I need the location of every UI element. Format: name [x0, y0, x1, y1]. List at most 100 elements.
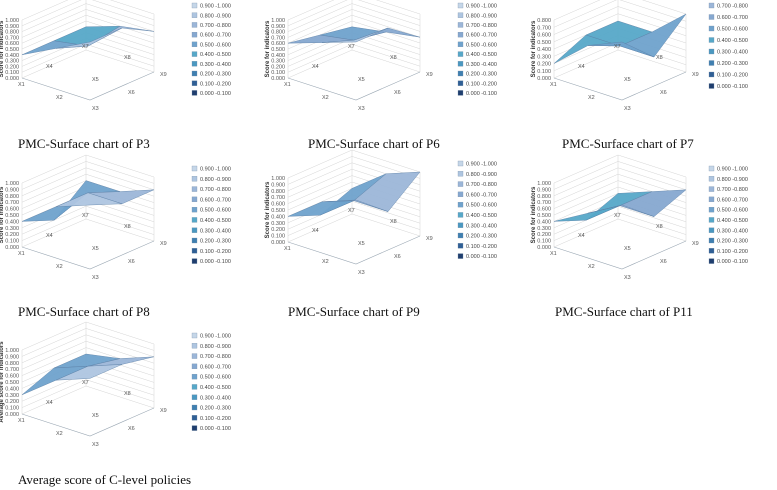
y-tick-label: 0.000: [537, 245, 551, 251]
axis-labels: X1 X2 X3 X4 X5 X6 X7 X8 X9: [18, 213, 167, 281]
surface-chart-average: 0.000 0.100 0.200 0.300 0.400 0.500 0.600 0.700…: [0, 321, 260, 448]
axis-label: X6: [128, 90, 135, 96]
y-tick-label: 0.600: [271, 41, 285, 47]
y-tick-label: 0.300: [537, 226, 551, 232]
axis-labels: X1 X2 X3 X4 X5 X6 X7 X8 X9: [284, 208, 433, 276]
legend-label: 0.700 -0.800: [717, 4, 748, 10]
legend-label: 0.800 -0.900: [466, 172, 497, 178]
caption-p9: PMC-Surface chart of P9: [288, 304, 420, 319]
legend-label: 0.800 -0.900: [200, 177, 231, 183]
legend-swatch: [191, 61, 198, 67]
legend-label: 0.400 -0.500: [200, 52, 231, 58]
legend-label: 0.100 -0.200: [717, 249, 748, 255]
y-tick-label: 0.300: [271, 59, 285, 65]
legend-swatch: [457, 90, 464, 96]
legend-swatch: [191, 425, 198, 431]
y-tick-label: 0.200: [537, 62, 551, 68]
legend-swatch: [191, 394, 198, 400]
axis-label: X2: [588, 264, 595, 270]
y-tick-label: 0.200: [5, 232, 19, 238]
legend-swatch: [191, 80, 198, 86]
axis-label: X9: [692, 72, 699, 78]
legend-label: 0.300 -0.400: [200, 395, 231, 401]
axis-label: X2: [56, 431, 63, 437]
legend-label: 0.000 -0.100: [466, 254, 497, 260]
legend-label: 0.600 -0.700: [200, 197, 231, 203]
legend-label: 0.400 -0.500: [200, 218, 231, 224]
legend-label: 0.100 -0.200: [466, 81, 497, 87]
gridline: [553, 161, 687, 190]
legend-swatch: [191, 237, 198, 244]
legend-label: 0.300 -0.400: [466, 62, 497, 68]
legend-swatch: [191, 196, 198, 203]
legend-label: 0.000 -0.100: [200, 91, 231, 97]
legend-swatch: [191, 363, 198, 370]
axis-label: X5: [358, 241, 365, 247]
axis-label: X8: [656, 224, 663, 230]
axis-labels: X1 X2 X3 X4 X5 X6 X7 X8 X9: [284, 44, 433, 112]
y-tick-label: 0.600: [5, 374, 19, 380]
legend-swatch: [457, 80, 464, 86]
y-tick-label: 0.500: [5, 47, 19, 53]
axis-label: X6: [660, 90, 667, 96]
legend-label: 0.800 -0.900: [200, 13, 231, 19]
y-tick-label: 0.700: [537, 25, 551, 31]
y-tick-label: 0.800: [5, 194, 19, 200]
legend-label: 0.500 -0.600: [200, 42, 231, 48]
axis-label: X3: [92, 106, 99, 112]
surface-chart-p7: 0.000 0.100 0.200 0.300 0.400 0.500 0.600 0.700…: [531, 0, 777, 112]
legend-label: 0.500 -0.600: [466, 203, 497, 209]
axis-label: X3: [92, 442, 99, 448]
gridline: [21, 321, 155, 351]
axis-label: X4: [46, 400, 53, 406]
y-tick-label: 0.900: [271, 24, 285, 30]
floor-edge: [553, 240, 687, 270]
axis-label: X5: [624, 246, 631, 252]
legend-swatch: [191, 70, 198, 77]
surface-patch: [587, 204, 655, 217]
legend-label: 0.500 -0.600: [200, 375, 231, 381]
y-tick-label: 0.900: [537, 187, 551, 193]
y-tick-label: 0.800: [271, 189, 285, 195]
y-tick-label: 0.700: [5, 200, 19, 206]
legend: 0.900 -1.000 0.800 -0.900 0.700 -0.800 0.60…: [457, 160, 497, 260]
surface-patch: [55, 192, 123, 207]
gridline: [287, 0, 421, 21]
legend-swatch: [708, 71, 715, 78]
axis-label: X4: [312, 228, 319, 234]
axis-label: X2: [588, 95, 595, 101]
legend-label: 0.500 -0.600: [200, 208, 231, 214]
y-tick-label: 0.300: [5, 226, 19, 232]
gridline: [21, 385, 155, 415]
legend-label: 0.100 -0.200: [466, 244, 497, 250]
legend-label: 0.900 -1.000: [717, 167, 748, 173]
y-axis-title: Score for indicators: [0, 20, 5, 77]
y-tick-label: 0.500: [537, 213, 551, 219]
legend-swatch: [457, 201, 464, 208]
y-tick-label: 0.100: [5, 70, 19, 76]
y-tick-labels: 0.0000.1000.2000.3000.4000.5000.6000.700…: [271, 18, 285, 82]
legend-label: 0.200 -0.300: [200, 406, 231, 412]
axis-label: X3: [624, 275, 631, 281]
chart-svg: 0.0000.1000.2000.3000.4000.5000.6000.700…: [0, 0, 231, 112]
axis-label: X7: [348, 208, 355, 214]
legend-swatch: [191, 332, 198, 339]
legend-swatch: [457, 253, 464, 259]
y-tick-label: 0.500: [5, 213, 19, 219]
y-tick-label: 0.500: [271, 208, 285, 214]
y-tick-label: 0.300: [5, 393, 19, 399]
legend-swatch: [708, 186, 715, 192]
legend-swatch: [708, 248, 715, 254]
y-tick-label: 0.100: [537, 69, 551, 75]
y-tick-label: 0.600: [537, 33, 551, 39]
gridline: [287, 213, 421, 243]
legend-swatch: [191, 373, 198, 380]
y-tick-label: 0.500: [537, 40, 551, 46]
axis-label: X4: [578, 64, 585, 70]
legend-swatch: [457, 31, 464, 38]
legend-swatch: [457, 222, 464, 228]
y-tick-label: 0.000: [271, 240, 285, 246]
legend-swatch: [708, 83, 715, 89]
axis-label: X7: [82, 44, 89, 50]
legend-label: 0.600 -0.700: [717, 197, 748, 203]
